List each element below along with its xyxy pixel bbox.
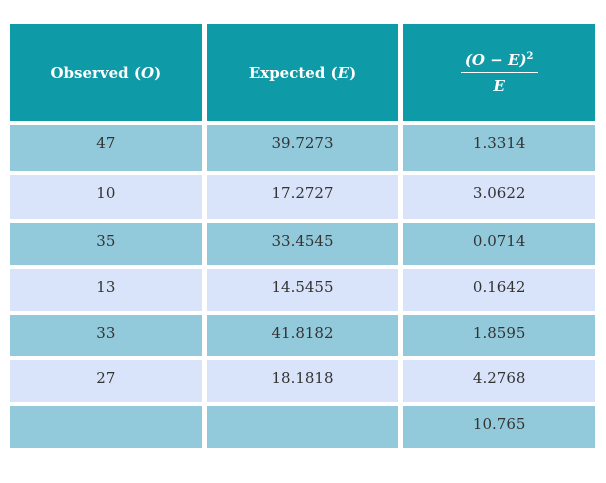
formula-denominator: E — [493, 76, 505, 95]
header-observed-label: Observed — [50, 63, 129, 82]
chi-square-formula: (O − E)2 E — [460, 50, 538, 95]
expected-cell: 41.8182 — [206, 315, 399, 356]
table-row: 35 33.4545 0.0714 — [10, 223, 596, 265]
contribution-cell: 0.0714 — [403, 223, 596, 265]
observed-cell: 27 — [10, 360, 202, 402]
table-row: 10.765 — [10, 406, 596, 448]
contribution-cell: 3.0622 — [403, 175, 596, 219]
expected-cell — [206, 406, 399, 448]
expected-cell: 39.7273 — [206, 125, 399, 171]
table-row: 27 18.1818 4.2768 — [10, 360, 596, 402]
header-expected: Expected (E) — [206, 24, 399, 121]
contribution-cell: 10.765 — [403, 406, 596, 448]
table-body: 47 39.7273 1.3314 10 17.2727 3.0622 35 33.4545 0… — [10, 125, 596, 448]
formula-numerator: (O − E)2 — [460, 50, 538, 73]
expected-cell: 33.4545 — [206, 223, 399, 265]
contribution-cell: 0.1642 — [403, 269, 596, 311]
observed-cell: 35 — [10, 223, 202, 265]
contribution-cell: 1.8595 — [403, 315, 596, 356]
expected-cell: 18.1818 — [206, 360, 399, 402]
header-observed-var: O — [141, 63, 155, 82]
table-row: 33 41.8182 1.8595 — [10, 315, 596, 356]
header-expected-var: E — [337, 63, 350, 82]
header-expected-label: Expected — [248, 63, 326, 82]
expected-cell: 17.2727 — [206, 175, 399, 219]
observed-cell: 13 — [10, 269, 202, 311]
contribution-cell: 1.3314 — [403, 125, 596, 171]
header-observed: Observed (O) — [10, 24, 202, 121]
contribution-cell: 4.2768 — [403, 360, 596, 402]
formula-exponent: 2 — [526, 50, 534, 62]
observed-cell: 10 — [10, 175, 202, 219]
observed-cell: 33 — [10, 315, 202, 356]
observed-cell — [10, 406, 202, 448]
table-row: 10 17.2727 3.0622 — [10, 175, 596, 219]
chi-square-table: Observed (O) Expected (E) (O − E)2 E 47 3… — [10, 24, 596, 452]
observed-cell: 47 — [10, 125, 202, 171]
table-row: 47 39.7273 1.3314 — [10, 125, 596, 171]
table-header-row: Observed (O) Expected (E) (O − E)2 E — [10, 24, 596, 121]
table-row: 13 14.5455 0.1642 — [10, 269, 596, 311]
expected-cell: 14.5455 — [206, 269, 399, 311]
header-contribution: (O − E)2 E — [403, 24, 596, 121]
formula-numerator-text: (O − E) — [464, 50, 527, 69]
